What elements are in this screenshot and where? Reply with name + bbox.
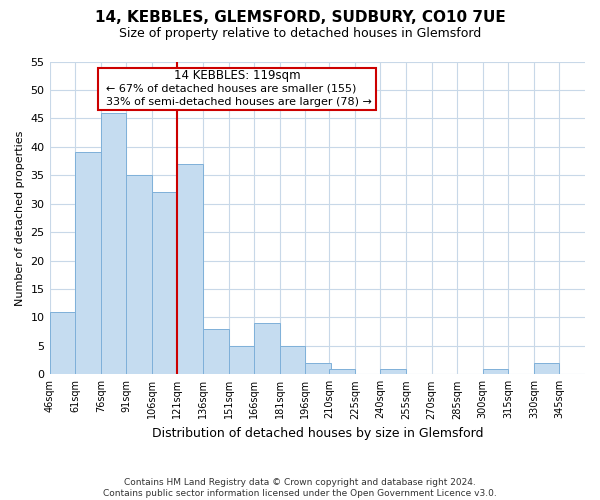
Bar [305,363,331,374]
Y-axis label: Number of detached properties: Number of detached properties [15,130,25,306]
Bar [178,164,203,374]
Bar [380,368,406,374]
Bar [329,368,355,374]
Text: 14 KEBBLES: 119sqm: 14 KEBBLES: 119sqm [173,69,300,82]
Bar [152,192,178,374]
Text: Size of property relative to detached houses in Glemsford: Size of property relative to detached ho… [119,28,481,40]
Bar [75,152,101,374]
Text: 14, KEBBLES, GLEMSFORD, SUDBURY, CO10 7UE: 14, KEBBLES, GLEMSFORD, SUDBURY, CO10 7U… [95,10,505,25]
Bar [101,112,126,374]
Bar [229,346,254,374]
X-axis label: Distribution of detached houses by size in Glemsford: Distribution of detached houses by size … [152,427,483,440]
Bar [203,329,229,374]
Bar [482,368,508,374]
Text: 33% of semi-detached houses are larger (78) →: 33% of semi-detached houses are larger (… [106,98,371,108]
Text: ← 67% of detached houses are smaller (155): ← 67% of detached houses are smaller (15… [106,84,356,94]
Bar [280,346,305,374]
Bar [50,312,75,374]
FancyBboxPatch shape [98,68,376,110]
Bar [254,323,280,374]
Text: Contains HM Land Registry data © Crown copyright and database right 2024.
Contai: Contains HM Land Registry data © Crown c… [103,478,497,498]
Bar [126,175,152,374]
Bar [534,363,559,374]
